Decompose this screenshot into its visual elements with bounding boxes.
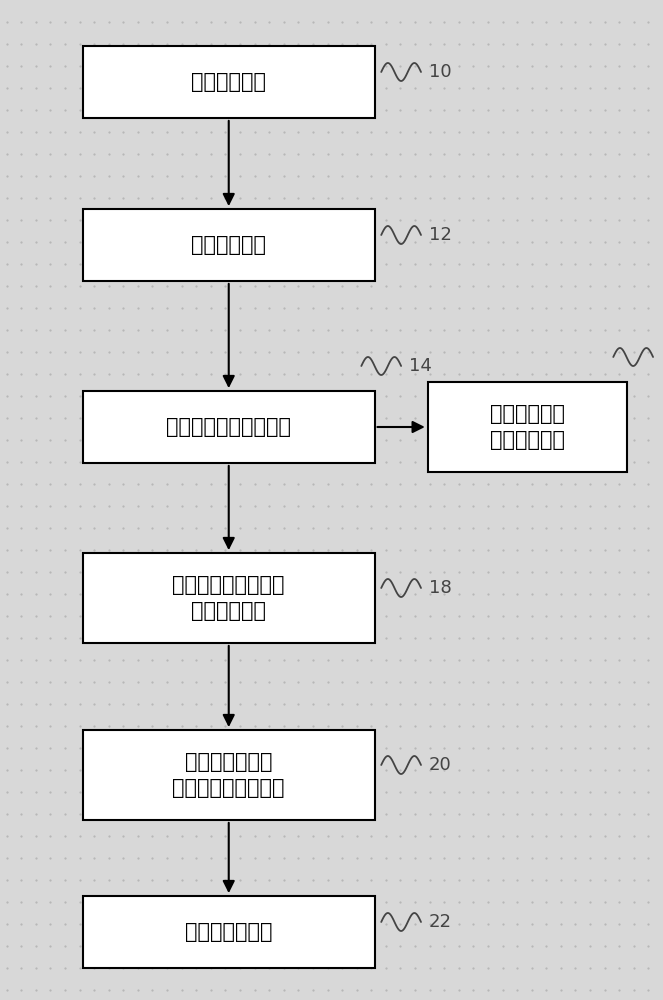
Text: 测量飞行数据: 测量飞行数据 <box>191 72 267 92</box>
Text: 16: 16 <box>661 348 663 366</box>
Bar <box>83 553 375 643</box>
Text: 10: 10 <box>429 63 452 81</box>
Bar <box>83 46 375 118</box>
Text: 计算在所考虑的
所有时间带内的温度: 计算在所考虑的 所有时间带内的温度 <box>172 752 285 798</box>
Text: 12: 12 <box>429 226 452 244</box>
Bar <box>83 730 375 820</box>
Text: 开发外部参数的数据库: 开发外部参数的数据库 <box>166 417 291 437</box>
Bar <box>83 209 375 281</box>
Text: 20: 20 <box>429 756 452 774</box>
Text: 18: 18 <box>429 579 452 597</box>
Text: 确定温度概率谱: 确定温度概率谱 <box>185 922 272 942</box>
Text: 22: 22 <box>429 913 452 931</box>
Bar <box>83 391 375 463</box>
Bar <box>428 382 627 472</box>
Bar <box>83 896 375 968</box>
Text: 14: 14 <box>409 357 432 375</box>
Text: 描述外部参数
随时间的变化: 描述外部参数 随时间的变化 <box>489 404 565 450</box>
Text: 将两个外部参数注入
到计算模块中: 将两个外部参数注入 到计算模块中 <box>172 575 285 621</box>
Text: 简化详细模型: 简化详细模型 <box>191 235 267 255</box>
